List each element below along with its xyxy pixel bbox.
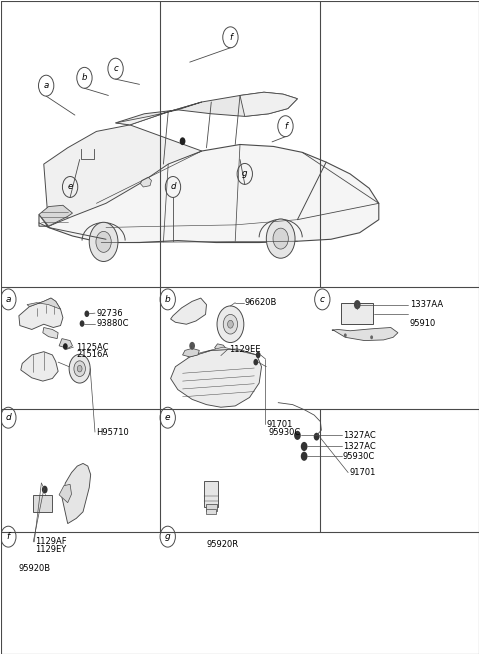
Polygon shape [39,145,379,242]
Polygon shape [182,348,199,357]
Text: f: f [7,532,10,541]
Polygon shape [170,349,262,407]
Text: g: g [242,170,248,178]
Circle shape [189,342,195,350]
Polygon shape [215,344,227,354]
Text: 96620B: 96620B [245,298,277,307]
Text: g: g [165,532,170,541]
Bar [204,481,218,507]
Circle shape [266,219,295,258]
Circle shape [301,442,308,451]
Circle shape [294,431,301,440]
Polygon shape [332,328,398,341]
Circle shape [96,231,111,252]
Text: 1125AC: 1125AC [76,343,109,352]
Circle shape [354,300,360,309]
Polygon shape [240,92,298,117]
Circle shape [89,222,118,261]
Text: 1337AA: 1337AA [410,300,443,309]
Polygon shape [39,205,72,226]
Polygon shape [141,177,152,187]
Circle shape [344,333,347,337]
Text: 93880C: 93880C [96,319,129,328]
Text: 95920B: 95920B [19,563,51,572]
Bar [205,504,217,510]
Circle shape [74,361,85,377]
Text: e: e [68,183,72,191]
Polygon shape [62,464,91,523]
Polygon shape [187,347,257,357]
Circle shape [77,365,82,372]
Text: a: a [44,81,49,90]
Circle shape [218,349,223,356]
Text: 91701: 91701 [349,468,375,477]
Polygon shape [170,298,206,324]
Polygon shape [59,339,72,348]
Circle shape [223,314,238,334]
Polygon shape [27,298,60,309]
Text: 91701: 91701 [266,420,293,429]
Polygon shape [44,125,202,226]
Text: 1129AF: 1129AF [35,537,67,546]
Text: d: d [170,183,176,191]
Text: 95910: 95910 [410,319,436,328]
Polygon shape [116,92,298,125]
Polygon shape [19,298,63,329]
Text: H95710: H95710 [96,428,129,437]
Text: 95920R: 95920R [206,540,239,549]
Circle shape [69,354,90,383]
Circle shape [301,452,308,461]
Bar [33,495,52,512]
Text: 1129EY: 1129EY [35,545,66,554]
Text: c: c [113,64,118,73]
Text: b: b [165,295,170,304]
Text: f: f [284,122,287,131]
Circle shape [217,306,244,343]
Polygon shape [43,328,58,339]
Text: 95930C: 95930C [269,428,301,437]
Text: 95930C: 95930C [343,452,375,460]
Text: b: b [82,73,87,83]
Text: c: c [320,295,325,304]
Text: 92736: 92736 [96,309,123,318]
Text: 1327AC: 1327AC [343,442,376,451]
Text: f: f [229,33,232,42]
Bar [340,303,373,324]
Polygon shape [116,102,202,125]
Circle shape [273,228,288,249]
Circle shape [63,343,68,350]
Circle shape [84,310,89,317]
Circle shape [42,485,48,493]
Circle shape [314,433,320,441]
Text: d: d [5,413,11,422]
Polygon shape [59,484,72,502]
Text: 1129EE: 1129EE [229,345,261,354]
Circle shape [228,320,233,328]
Circle shape [370,335,373,339]
Bar [206,508,216,514]
Circle shape [256,352,261,358]
Circle shape [253,359,258,365]
Text: a: a [6,295,11,304]
Polygon shape [21,352,58,381]
Text: 1327AC: 1327AC [343,431,376,440]
Circle shape [180,138,185,145]
Text: 21516A: 21516A [76,350,108,360]
Circle shape [80,320,84,327]
Text: e: e [165,413,170,422]
